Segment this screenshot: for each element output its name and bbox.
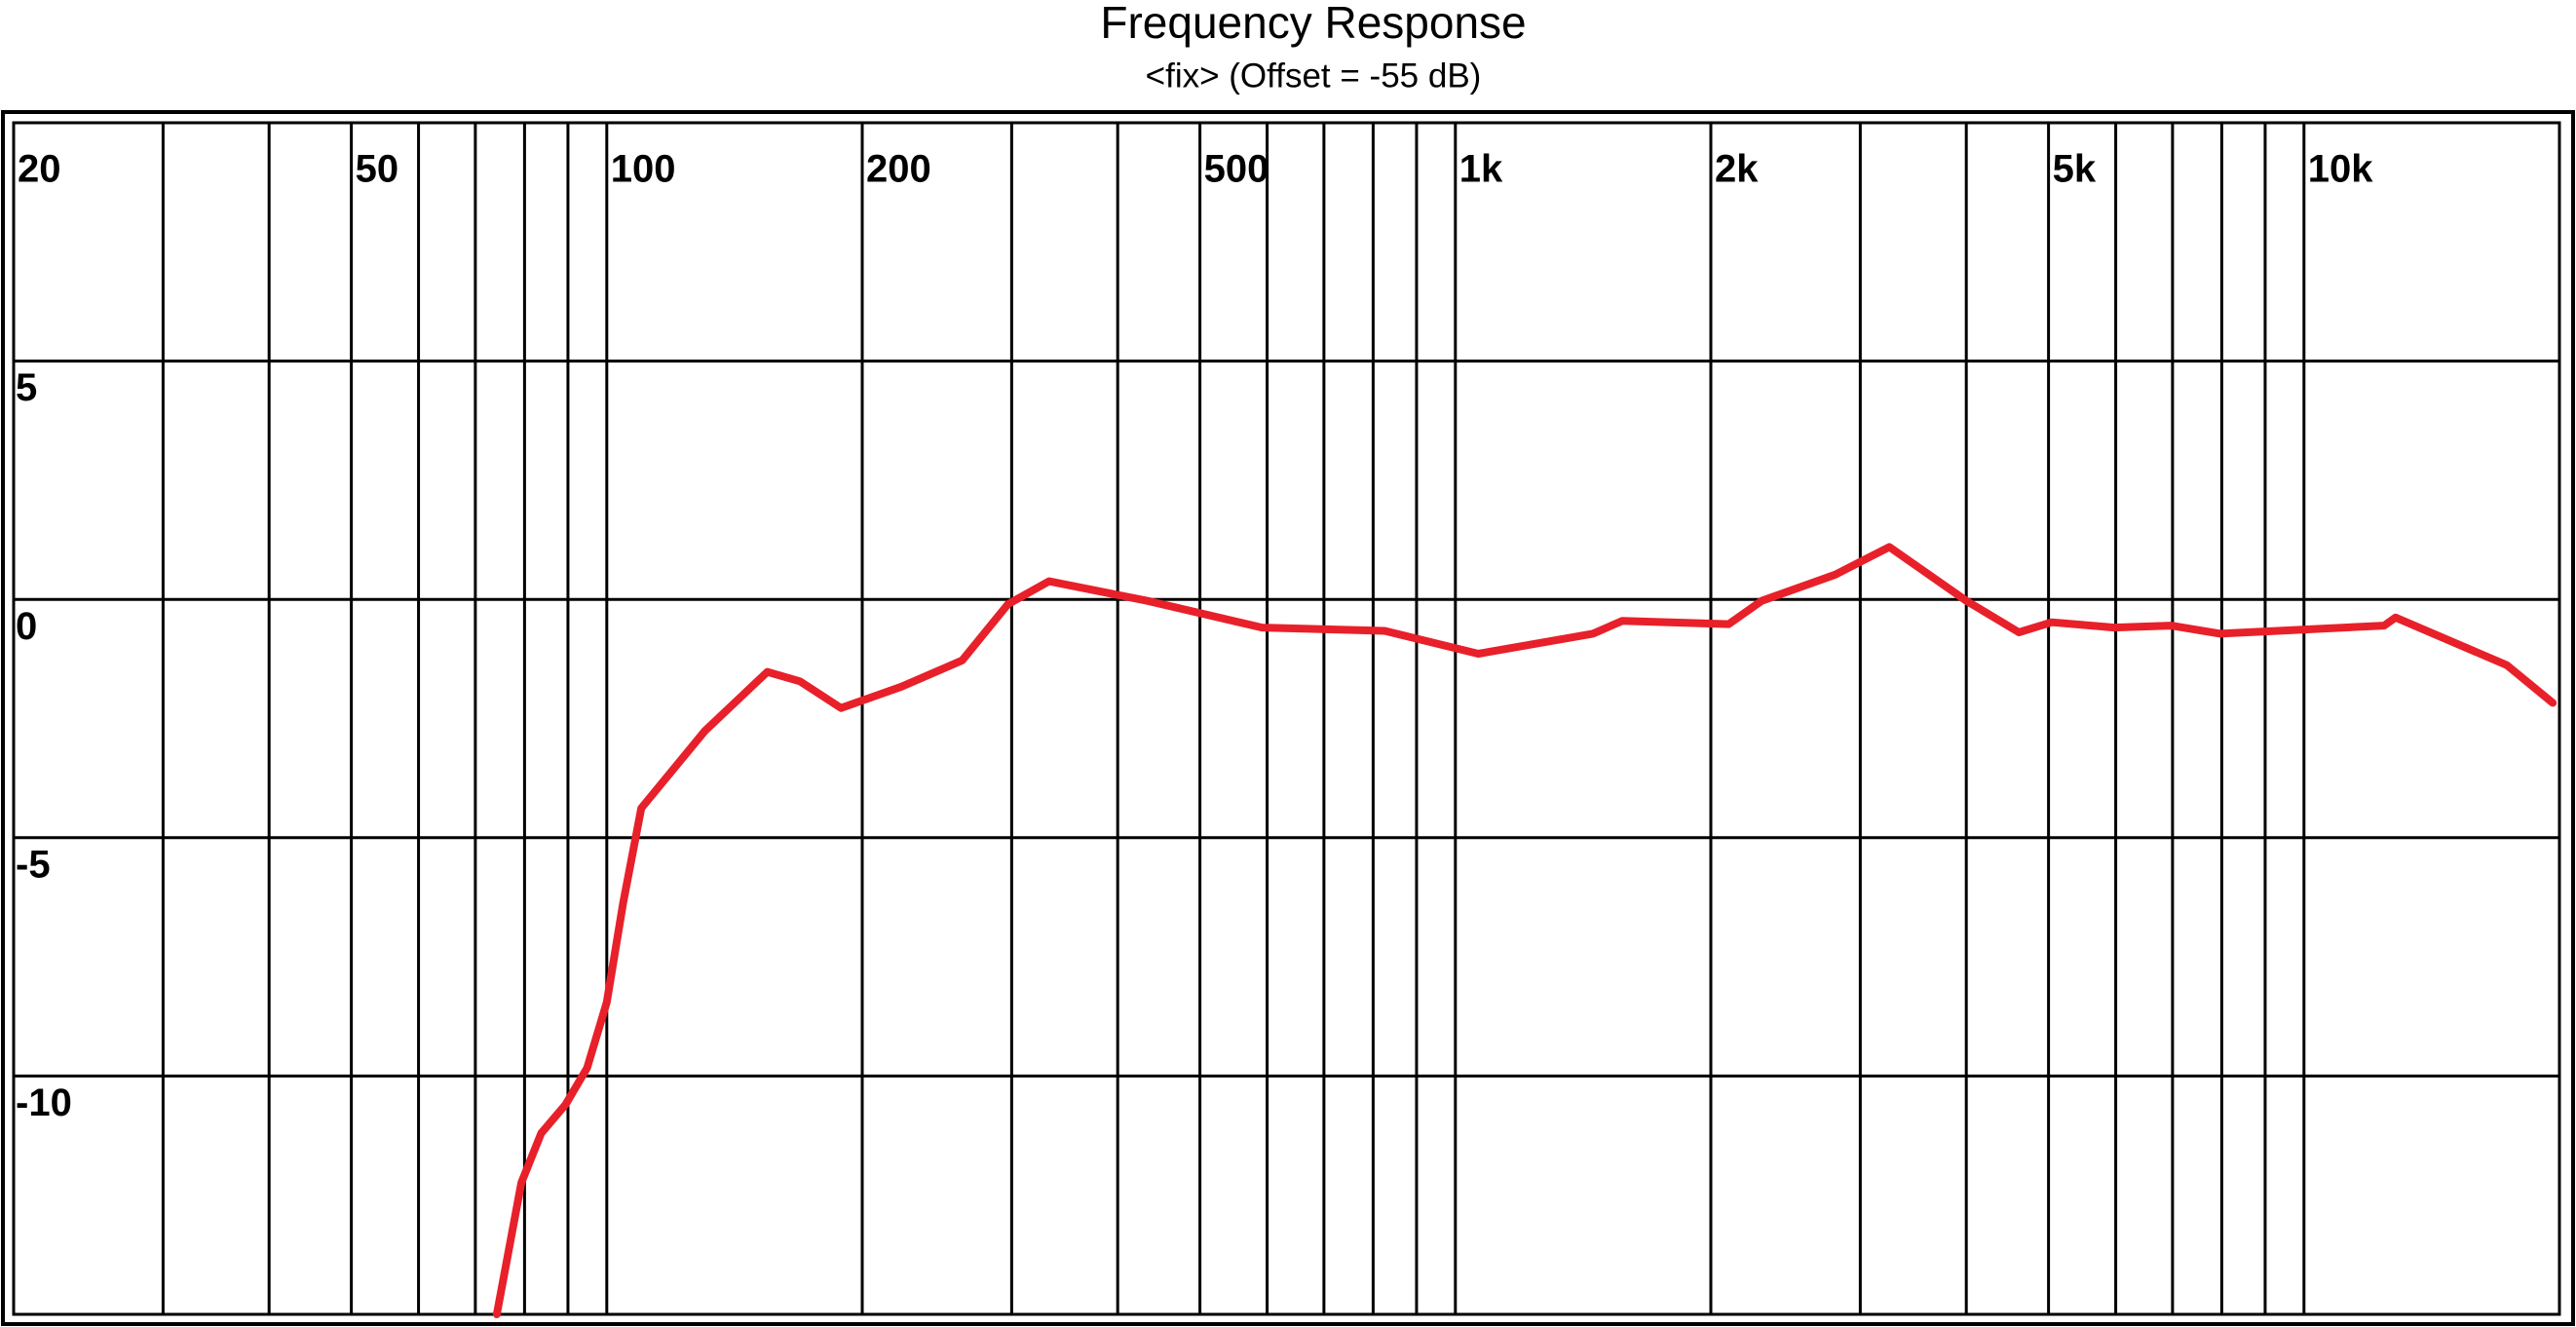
response-curve	[492, 543, 2557, 1318]
outer-frame	[1, 110, 2575, 1326]
x-tick-label: 50	[356, 148, 399, 191]
x-tick-label: 200	[866, 148, 931, 191]
y-tick-label: 0	[16, 605, 37, 648]
x-tick-label: 2k	[1715, 148, 1759, 191]
x-tick-label: 10k	[2308, 148, 2373, 191]
x-tick-label: 500	[1204, 148, 1269, 191]
x-tick-label: 100	[611, 148, 676, 191]
x-tick-label: 1k	[1459, 148, 1503, 191]
y-tick-label: -10	[16, 1081, 72, 1124]
chart-title: Frequency Response	[1100, 0, 1526, 48]
y-tick-label: -5	[16, 843, 51, 886]
chart-subtitle: <fix> (Offset = -55 dB)	[1146, 57, 1482, 95]
x-tick-label: 20	[18, 148, 61, 191]
y-tick-label: 5	[16, 366, 37, 409]
x-tick-label: 5k	[2053, 148, 2097, 191]
